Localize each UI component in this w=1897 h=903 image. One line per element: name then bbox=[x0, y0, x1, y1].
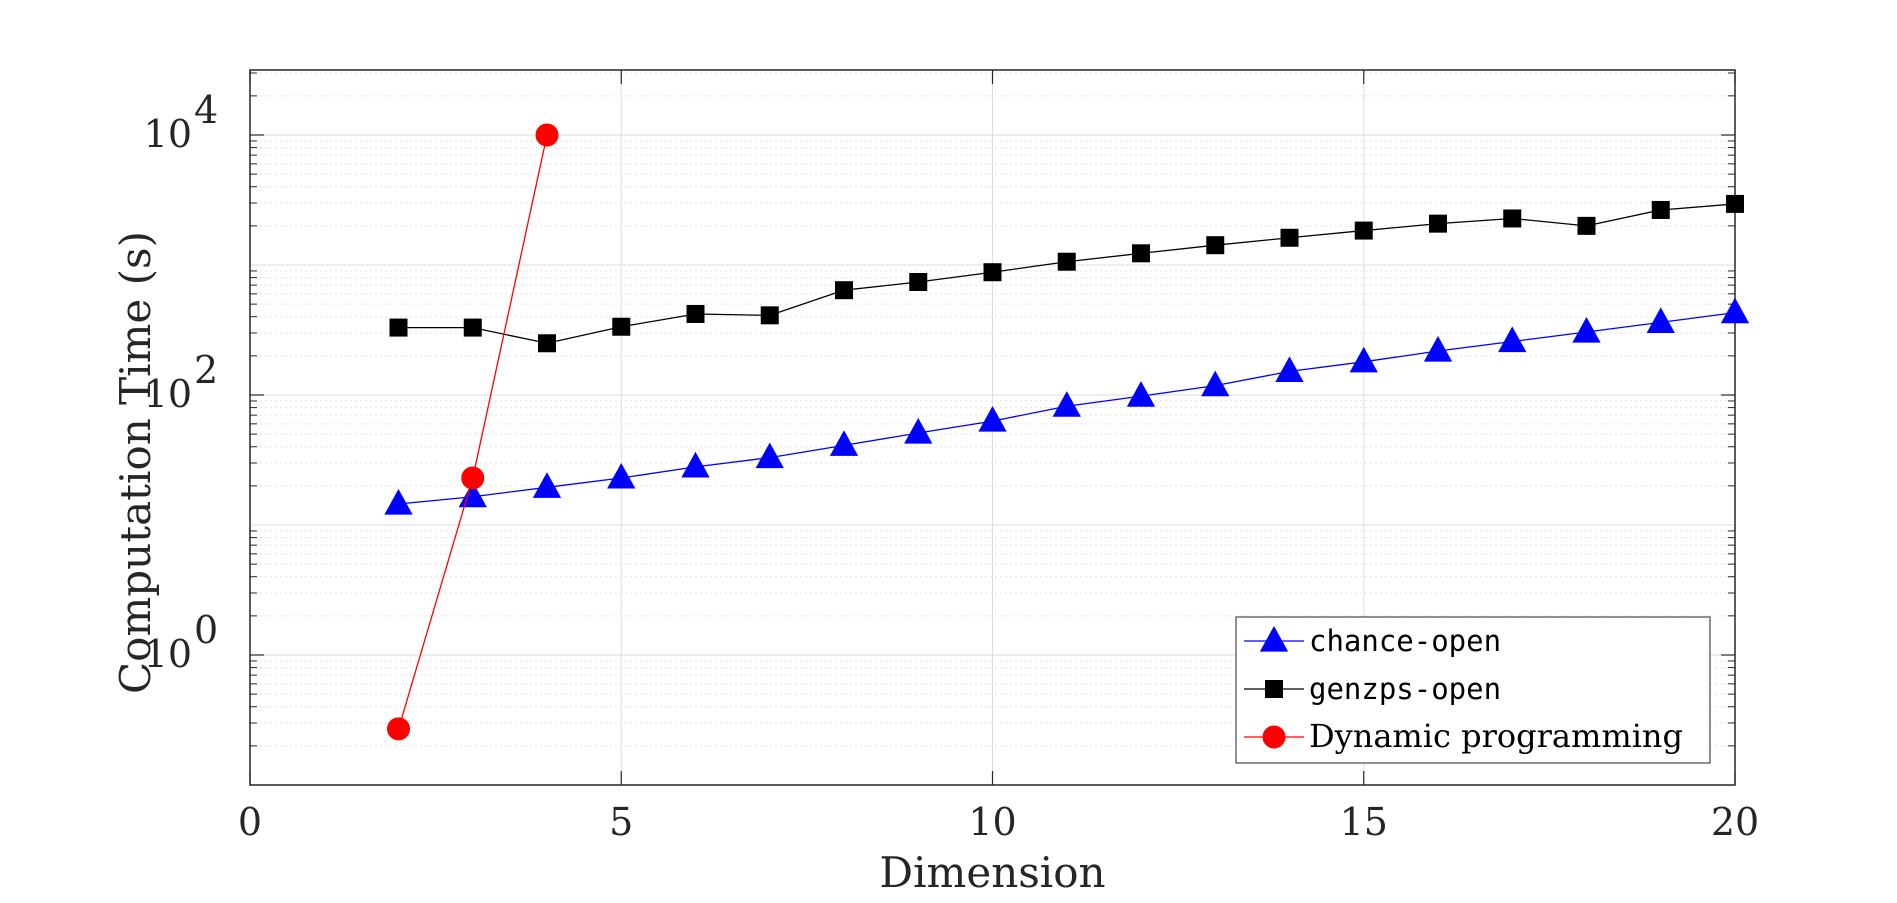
data-point bbox=[1132, 244, 1150, 263]
series-chance-open bbox=[384, 297, 1750, 515]
y-tick-exponent: 0 bbox=[194, 608, 218, 652]
data-point bbox=[1057, 252, 1076, 271]
data-point bbox=[1572, 317, 1601, 343]
data-point bbox=[1423, 335, 1453, 362]
x-tick-label: 15 bbox=[1340, 800, 1388, 844]
data-point bbox=[909, 272, 928, 291]
x-tick-label: 20 bbox=[1711, 800, 1759, 844]
data-point bbox=[1126, 381, 1156, 407]
data-point bbox=[1646, 307, 1675, 333]
data-point bbox=[1429, 214, 1447, 233]
data-point bbox=[389, 318, 408, 337]
series-layer bbox=[384, 123, 1750, 741]
y-tick-label: 10 bbox=[144, 372, 192, 416]
data-point bbox=[978, 406, 1007, 432]
legend-entry: Dynamic programming bbox=[1244, 717, 1683, 755]
x-axis-label: Dimension bbox=[879, 848, 1105, 897]
legend-entries: chance-open genzps-open Dynamic programmin… bbox=[1244, 624, 1683, 755]
legend: chance-open genzps-open Dynamic programmin… bbox=[1235, 616, 1711, 764]
data-point bbox=[760, 306, 779, 325]
legend-marker bbox=[1259, 625, 1289, 652]
data-point bbox=[535, 123, 559, 147]
series-line bbox=[397, 134, 548, 730]
data-point bbox=[1651, 200, 1670, 219]
data-point bbox=[1275, 356, 1304, 382]
data-point bbox=[384, 488, 413, 515]
x-tick-label: 10 bbox=[968, 800, 1016, 844]
data-point bbox=[1206, 236, 1225, 255]
y-tick-label: 10 bbox=[144, 112, 192, 156]
data-point bbox=[983, 263, 1002, 282]
y-tick-exponent: 2 bbox=[194, 348, 218, 392]
legend-marker bbox=[1265, 680, 1283, 698]
data-point bbox=[681, 451, 710, 478]
data-point bbox=[835, 281, 853, 300]
legend-marker bbox=[1262, 725, 1286, 749]
data-point bbox=[612, 317, 631, 336]
y-tick-exponent: 4 bbox=[194, 88, 218, 132]
legend-label: genzps-open bbox=[1309, 672, 1501, 706]
series-genzps-open bbox=[389, 194, 1744, 353]
y-tick-label: 10 bbox=[144, 632, 192, 676]
data-point bbox=[1577, 216, 1596, 235]
data-point bbox=[1052, 391, 1081, 417]
legend-entry: chance-open bbox=[1244, 624, 1501, 658]
data-point bbox=[829, 430, 859, 456]
data-point bbox=[607, 462, 636, 489]
data-point bbox=[538, 334, 556, 353]
data-point bbox=[1498, 326, 1527, 353]
data-point bbox=[1503, 209, 1522, 228]
data-point bbox=[1726, 194, 1744, 213]
data-point bbox=[461, 466, 485, 490]
data-point bbox=[1280, 228, 1299, 247]
x-tick-label: 0 bbox=[238, 800, 262, 844]
legend-box bbox=[1235, 616, 1711, 764]
data-point bbox=[755, 442, 784, 469]
x-tick-label: 5 bbox=[609, 800, 633, 844]
data-point bbox=[1349, 346, 1378, 373]
data-point bbox=[1201, 370, 1230, 397]
y-axis-label: Computation Time (s) bbox=[111, 231, 160, 694]
series-dynamic-programming bbox=[387, 123, 559, 741]
data-point bbox=[686, 304, 705, 323]
data-point bbox=[1720, 297, 1750, 324]
labels-layer: Dimension Computation Time (s) bbox=[111, 231, 1106, 897]
data-point bbox=[1354, 221, 1373, 240]
data-point bbox=[532, 472, 562, 498]
data-point bbox=[387, 717, 410, 741]
data-point bbox=[904, 417, 933, 444]
legend-label: Dynamic programming bbox=[1309, 717, 1683, 755]
legend-entry: genzps-open bbox=[1244, 672, 1501, 706]
legend-label: chance-open bbox=[1309, 624, 1501, 658]
data-point bbox=[463, 318, 482, 337]
series-line bbox=[398, 203, 1736, 344]
